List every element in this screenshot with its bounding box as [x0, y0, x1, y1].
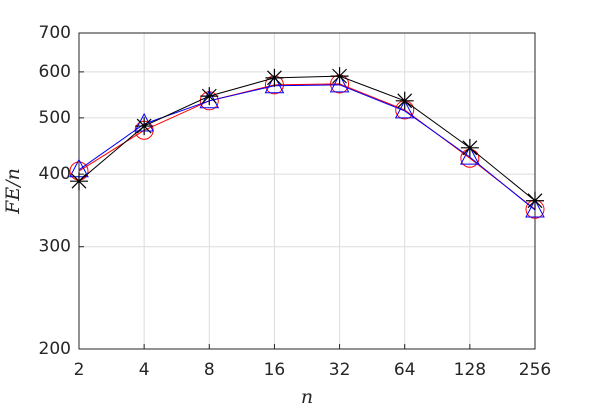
x-axis-label: n [301, 386, 313, 408]
x-tick-label: 4 [139, 360, 150, 380]
marker [70, 172, 88, 191]
series-line [78, 84, 536, 211]
x-tick-label: 32 [329, 360, 351, 380]
y-tick-label: 200 [39, 339, 71, 359]
y-tick-label: 400 [39, 164, 71, 184]
y-axis-label: FE/n [2, 168, 24, 215]
marker [199, 89, 220, 109]
plot-area [79, 33, 535, 349]
x-tick-label: 2 [74, 360, 85, 380]
y-tick-label: 700 [39, 23, 71, 43]
marker [265, 68, 284, 87]
marker [526, 191, 544, 210]
y-tick-label: 600 [39, 62, 71, 82]
marker [460, 146, 480, 165]
marker [329, 73, 350, 93]
y-tick-label: 300 [39, 237, 71, 257]
marker [135, 117, 154, 136]
x-tick-label: 64 [394, 360, 416, 380]
marker [460, 138, 479, 157]
marker [264, 74, 285, 94]
marker [394, 99, 415, 119]
x-tick-label: 8 [204, 360, 215, 380]
marker [200, 87, 219, 106]
y-tick-label: 500 [39, 108, 71, 128]
series-line [78, 83, 536, 210]
x-tick-label: 16 [264, 360, 286, 380]
marker [525, 198, 545, 218]
x-tick-label: 256 [519, 360, 551, 380]
axes-box [78, 32, 536, 350]
x-tick-label: 128 [454, 360, 486, 380]
series-line [78, 75, 536, 202]
marker [395, 91, 414, 110]
marker [330, 67, 349, 86]
